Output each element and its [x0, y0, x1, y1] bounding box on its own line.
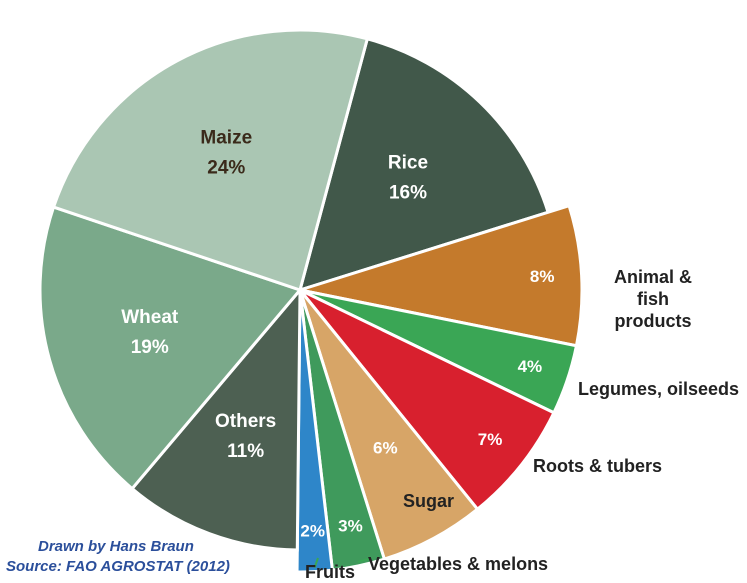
slice-value: 4%	[518, 357, 543, 376]
slice-name: Fruits	[305, 562, 356, 582]
slice-value: 6%	[373, 439, 398, 458]
pie-slice	[38, 205, 303, 491]
slice-name: Sugar	[403, 491, 454, 511]
slice-name: Rice	[388, 152, 428, 173]
pie-slice	[130, 285, 302, 552]
pie-slice	[295, 289, 335, 574]
pie-slice	[51, 28, 370, 292]
slice-name: Maize	[200, 128, 252, 149]
slice-name: Vegetables & melons	[368, 554, 549, 574]
slice-value: 2%	[300, 522, 325, 541]
source: Source: FAO AGROSTAT (2012)	[6, 558, 230, 575]
slice-value: 16%	[389, 182, 427, 203]
slice-value: 19%	[131, 337, 169, 358]
slice-value: 3%	[338, 517, 363, 536]
leader-line	[313, 557, 319, 568]
leader-line	[357, 557, 373, 563]
pie-slice	[299, 203, 584, 348]
slice-value: 24%	[207, 158, 245, 179]
slice-name: Roots & tubers	[533, 456, 663, 476]
credit: Drawn by Hans Braun	[38, 538, 194, 555]
slice-name: Legumes, oilseeds	[578, 379, 740, 399]
pie-slice	[297, 37, 550, 293]
slice-value: 7%	[478, 430, 503, 449]
slice-name: Others	[215, 411, 276, 432]
slice-value: 8%	[530, 267, 555, 286]
slice-value: 11%	[227, 441, 264, 462]
slice-name: Wheat	[121, 307, 179, 328]
slice-name: Animal & fish products	[613, 267, 692, 331]
pie-slice	[298, 288, 556, 512]
